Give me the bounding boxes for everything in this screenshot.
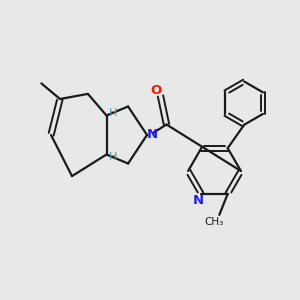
Text: N: N (147, 128, 158, 142)
Text: N: N (193, 194, 204, 207)
Text: CH₃: CH₃ (204, 218, 224, 227)
Text: O: O (150, 83, 162, 97)
Text: H: H (109, 152, 117, 162)
Text: H: H (109, 108, 117, 118)
